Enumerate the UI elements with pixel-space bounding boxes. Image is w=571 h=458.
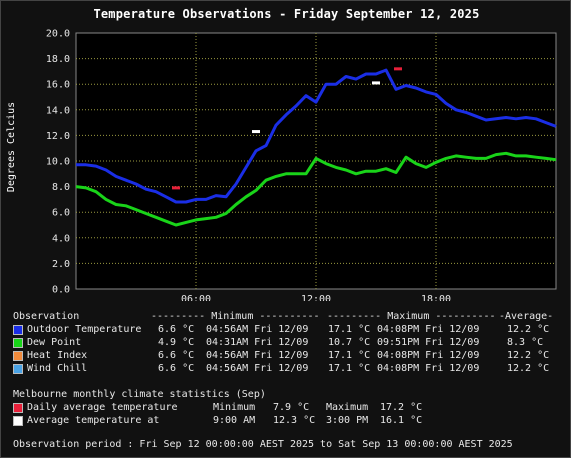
max-value: 17.1 °C: [328, 363, 371, 374]
climate-marker: [252, 130, 260, 134]
min-time: 04:56AM Fri 12/09: [206, 324, 309, 335]
y-tick-label: 12.0: [46, 131, 70, 142]
climate-heading: Melbourne monthly climate statistics (Se…: [13, 389, 266, 400]
max-value: 17.1 °C: [328, 350, 371, 361]
y-tick-label: 18.0: [46, 54, 70, 65]
y-tick-label: 6.0: [52, 208, 70, 219]
legend-label: Dew Point: [27, 337, 82, 348]
avg-value: 12.2 °C: [507, 350, 550, 361]
climate-marker: [372, 81, 380, 85]
max-time: 04:08PM Fri 12/09: [377, 350, 480, 361]
avg-value: 8.3 °C: [507, 337, 544, 348]
x-axis-ticks: 06:00 12:00 18:00: [181, 294, 451, 301]
grid: [76, 33, 556, 289]
table-header-observation: Observation: [13, 311, 80, 322]
table-header-average: -Average-: [499, 311, 554, 322]
y-tick-label: 2.0: [52, 259, 70, 270]
max-time: 04:08PM Fri 12/09: [377, 363, 480, 374]
climate-col1: 9:00 AM: [213, 415, 256, 426]
climate-swatch: [13, 416, 23, 426]
climate-swatch: [13, 403, 23, 413]
y-tick-label: 16.0: [46, 80, 70, 91]
max-time: 09:51PM Fri 12/09: [377, 337, 480, 348]
y-tick-label: 0.0: [52, 285, 70, 296]
climate-val1: 12.3 °C: [273, 415, 316, 426]
climate-marker: [172, 186, 180, 190]
min-time: 04:56AM Fri 12/09: [206, 350, 309, 361]
legend-label: Heat Index: [27, 350, 88, 361]
max-value: 17.1 °C: [328, 324, 371, 335]
observation-period: Observation period : Fri Sep 12 00:00:00…: [13, 439, 513, 450]
line-chart: 0.02.04.06.08.010.012.014.016.018.020.0 …: [46, 29, 557, 301]
min-time: 04:31AM Fri 12/09: [206, 337, 309, 348]
climate-val1: 7.9 °C: [273, 402, 310, 413]
y-tick-label: 8.0: [52, 182, 70, 193]
x-tick-label: 18:00: [421, 294, 451, 301]
climate-label: Daily average temperature: [27, 402, 178, 413]
legend-swatch: [13, 364, 23, 374]
series-line-outdoor-temperature: [76, 68, 557, 204]
min-value: 6.6 °C: [158, 363, 195, 374]
climate-col2: Maximum: [326, 402, 369, 413]
y-tick-label: 10.0: [46, 157, 70, 168]
min-time: 04:56AM Fri 12/09: [206, 363, 309, 374]
table-header-minimum: --------- Minimum ----------: [151, 311, 320, 322]
legend-label: Outdoor Temperature: [27, 324, 142, 335]
series-lines: [75, 68, 557, 227]
x-tick-label: 12:00: [301, 294, 331, 301]
climate-val2: 16.1 °C: [380, 415, 423, 426]
avg-value: 12.2 °C: [507, 363, 550, 374]
avg-value: 12.2 °C: [507, 324, 550, 335]
min-value: 6.6 °C: [158, 350, 195, 361]
climate-label: Average temperature at: [27, 415, 160, 426]
legend-label: Wind Chill: [27, 363, 88, 374]
climate-col1: Minimum: [213, 402, 256, 413]
max-time: 04:08PM Fri 12/09: [377, 324, 480, 335]
legend-swatch: [13, 338, 23, 348]
y-axis-ticks: 0.0 2.0 4.0 6.0 8.0 10.0 12.0 14.0 16.0 18.0 20.0: [46, 29, 70, 296]
y-tick-label: 14.0: [46, 105, 70, 116]
min-value: 4.9 °C: [158, 337, 195, 348]
climate-marker: [394, 67, 402, 71]
min-value: 6.6 °C: [158, 324, 195, 335]
chart-title: Temperature Observations - Friday Septem…: [93, 7, 480, 21]
x-tick-label: 06:00: [181, 294, 211, 301]
series-line-dew-point: [75, 151, 557, 227]
max-value: 10.7 °C: [328, 337, 371, 348]
legend-swatch: [13, 351, 23, 361]
y-tick-label: 4.0: [52, 233, 70, 244]
climate-col2: 3:00 PM: [326, 415, 369, 426]
climate-val2: 17.2 °C: [380, 402, 423, 413]
legend-swatch: [13, 325, 23, 335]
climate-markers: [172, 67, 402, 190]
table-header-maximum: --------- Maximum ----------: [327, 311, 496, 322]
y-tick-label: 20.0: [46, 29, 70, 40]
